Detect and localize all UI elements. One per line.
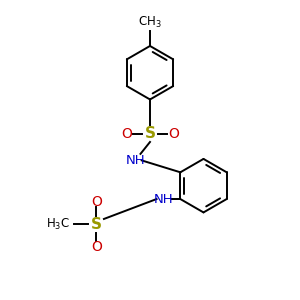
Text: S: S — [145, 126, 155, 141]
Text: O: O — [121, 127, 132, 141]
Text: O: O — [91, 240, 102, 254]
Text: H$_3$C: H$_3$C — [46, 217, 70, 232]
Text: NH: NH — [154, 193, 174, 206]
Text: O: O — [91, 195, 102, 209]
Text: O: O — [168, 127, 179, 141]
Text: S: S — [91, 217, 102, 232]
Text: CH$_3$: CH$_3$ — [138, 14, 162, 30]
Text: NH: NH — [125, 154, 145, 167]
